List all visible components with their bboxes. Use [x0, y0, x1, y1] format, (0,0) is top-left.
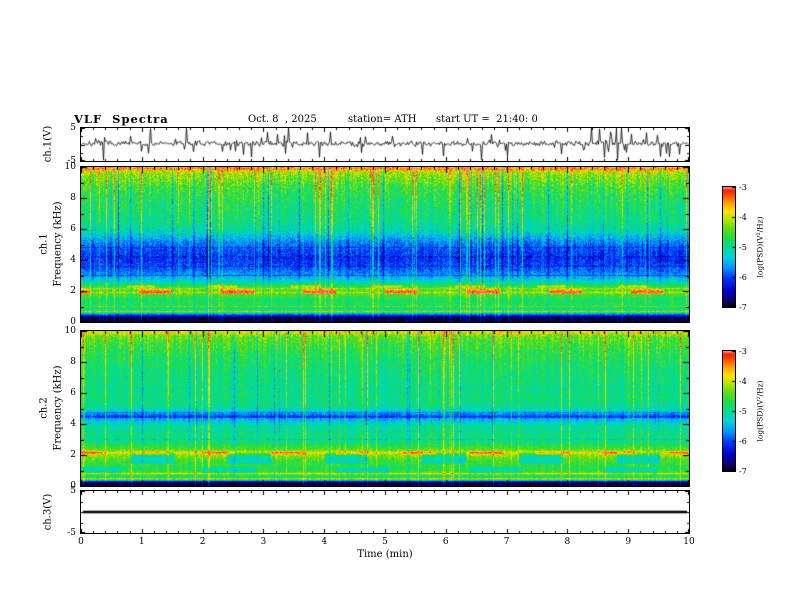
colorbar-ch2-label: log(PSD)(V²/Hz)	[755, 380, 765, 442]
x-tick-label: 1	[138, 537, 145, 547]
panel-ch1-waveform	[80, 127, 690, 162]
panel-ch1-spectrogram	[80, 166, 690, 323]
y-tick-label: 8	[70, 193, 76, 203]
x-tick-label: 5	[382, 537, 388, 547]
colorbar-tick-label: -7	[739, 466, 747, 476]
y-tick-label: 10	[64, 162, 76, 172]
figure-start-ut: start UT = 21:40: 0	[436, 114, 538, 125]
y-tick-label: 2	[70, 450, 76, 460]
figure-station: station= ATH	[348, 114, 417, 125]
x-tick-label: 3	[260, 537, 267, 547]
panel-ch3-waveform	[80, 490, 690, 534]
x-axis-label: Time (min)	[357, 549, 413, 560]
x-tick-label: 4	[321, 537, 328, 547]
colorbar-tick-label: -6	[739, 436, 747, 446]
ch1-spectrogram-plot	[81, 167, 689, 322]
ylabel-ch1-frequency: Frequency (kHz)	[52, 201, 64, 287]
colorbar-tick-label: -4	[739, 376, 747, 386]
ylabel-ch1-voltage: ch.1(V)	[42, 125, 54, 163]
y-tick-label: 5	[70, 486, 76, 496]
colorbar-tick-label: -5	[739, 242, 747, 252]
x-tick-label: 6	[442, 537, 449, 547]
colorbar-tick-label: -6	[739, 272, 747, 282]
y-tick-label: -5	[67, 528, 76, 538]
colorbar-ch2	[722, 350, 736, 472]
colorbar-tick-label: -3	[739, 346, 747, 356]
x-tick-label: 7	[503, 537, 510, 547]
y-tick-label: 6	[70, 224, 76, 234]
x-tick-label: 8	[564, 537, 571, 547]
y-tick-label: 10	[64, 326, 76, 336]
colorbar-ch1	[722, 186, 736, 308]
ch1-waveform-plot	[81, 128, 689, 161]
colorbar-ch1-gradient	[723, 187, 735, 307]
y-tick-label: 0	[70, 317, 76, 327]
colorbar-tick-label: -7	[739, 302, 747, 312]
figure-title: VLF Spectra	[74, 112, 169, 126]
colorbar-ch2-gradient	[723, 351, 735, 471]
y-tick-label: 2	[70, 286, 76, 296]
ylabel-ch2-channel: ch.2	[38, 397, 50, 419]
colorbar-tick-label: -3	[739, 182, 747, 192]
ch3-waveform-plot	[81, 491, 689, 533]
x-tick-label: 0	[78, 537, 84, 547]
ylabel-ch3-voltage: ch.3(V)	[42, 493, 54, 531]
y-tick-label: -5	[67, 156, 76, 166]
ch2-spectrogram-plot	[81, 331, 689, 486]
colorbar-tick-label: -5	[739, 406, 747, 416]
y-tick-label: 0	[70, 481, 76, 491]
y-tick-label: 4	[70, 255, 76, 265]
y-tick-label: 6	[70, 388, 76, 398]
ylabel-ch2-frequency: Frequency (kHz)	[52, 365, 64, 451]
x-tick-label: 2	[199, 537, 206, 547]
ylabel-ch1-channel: ch.1	[38, 233, 50, 255]
x-tick-label: 9	[625, 537, 632, 547]
x-tick-label: 10	[683, 537, 695, 547]
panel-ch2-spectrogram	[80, 330, 690, 487]
y-tick-label: 4	[70, 419, 76, 429]
y-tick-label: 5	[70, 123, 76, 133]
colorbar-tick-label: -4	[739, 212, 747, 222]
figure-date: Oct. 8 , 2025	[248, 114, 317, 125]
y-tick-label: 8	[70, 357, 76, 367]
colorbar-ch1-label: log(PSD)(V²/Hz)	[755, 216, 765, 278]
